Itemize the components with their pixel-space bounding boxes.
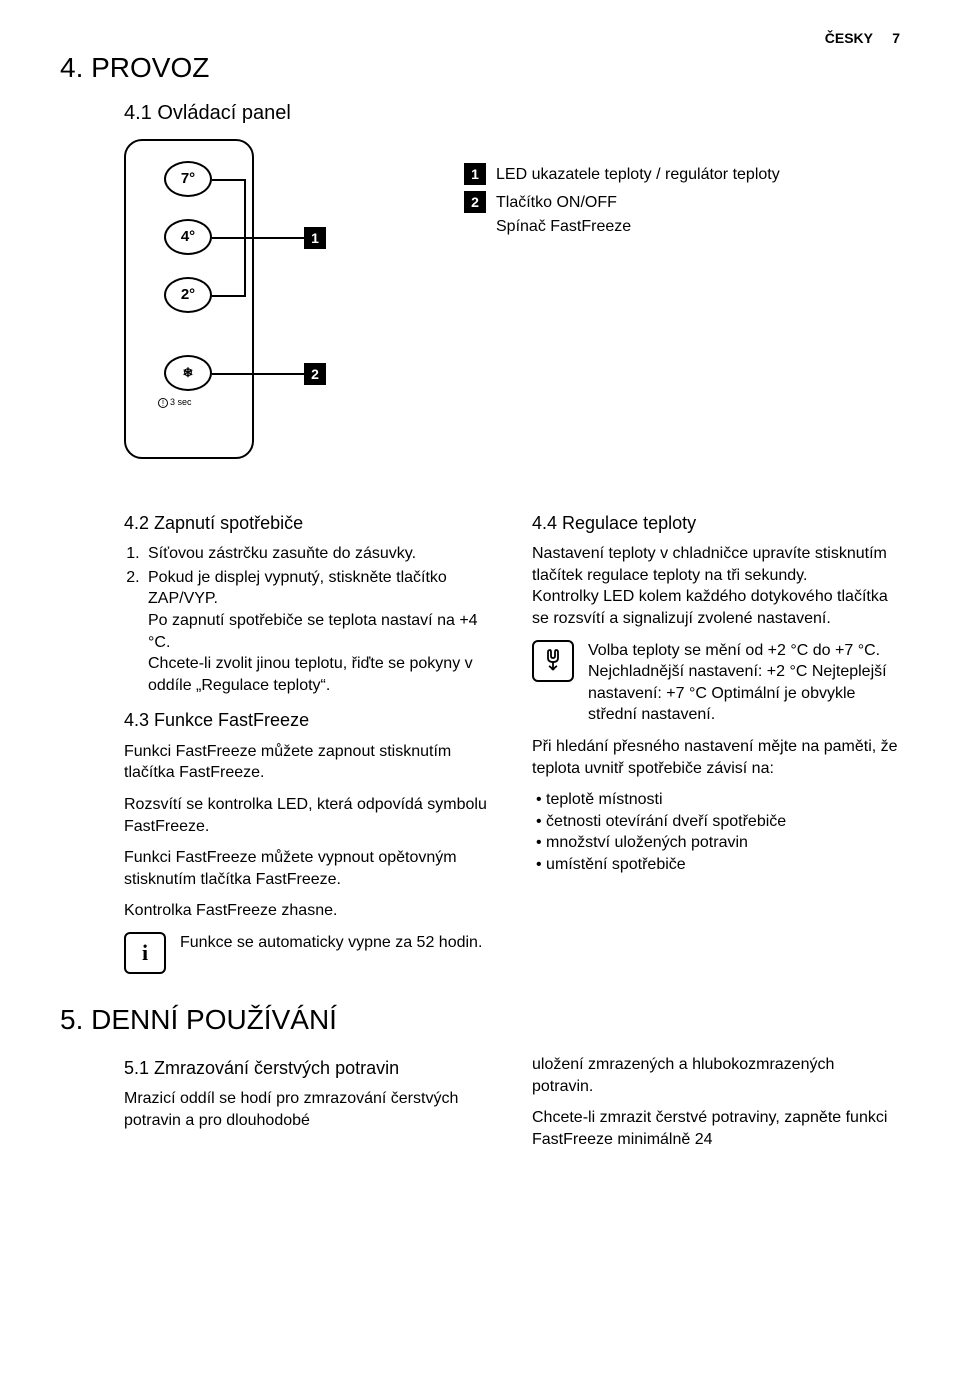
reg-li3: množství uložených potravin bbox=[536, 832, 900, 854]
s5-p3: Chcete-li zmrazit čerstvé potraviny, zap… bbox=[532, 1107, 900, 1150]
section-4-4-title: 4.4 Regulace teploty bbox=[532, 511, 900, 535]
reg-li1: teplotě místnosti bbox=[536, 789, 900, 811]
temp-button-7: 7° bbox=[164, 161, 212, 197]
section-4-1-title: 4.1 Ovládací panel bbox=[124, 102, 900, 125]
step-2: Pokud je displej vypnutý, stiskněte tlač… bbox=[144, 567, 492, 697]
hold-3sec-label: !3 sec bbox=[158, 397, 192, 408]
ff-p2: Rozsvítí se kontrolka LED, která odpovíd… bbox=[124, 794, 492, 837]
callout-1: 1 bbox=[304, 227, 326, 249]
reg-li4: umístění spotřebiče bbox=[536, 854, 900, 876]
lang-label: ČESKY bbox=[825, 30, 873, 46]
temp-button-2: 2° bbox=[164, 277, 212, 313]
ff-p3: Funkci FastFreeze můžete vypnout opětovn… bbox=[124, 847, 492, 890]
reg-p2: Při hledání přesného nastavení mějte na … bbox=[532, 736, 900, 779]
legend-num-2: 2 bbox=[464, 191, 486, 213]
s5-p2: uložení zmrazených a hlubokozmrazených p… bbox=[532, 1054, 900, 1097]
ff-p1: Funkci FastFreeze můžete zapnout stisknu… bbox=[124, 741, 492, 784]
temp-button-4: 4° bbox=[164, 219, 212, 255]
left-column: 4.2 Zapnutí spotřebiče Síťovou zástrčku … bbox=[124, 509, 492, 984]
section-4-title: 4. PROVOZ bbox=[60, 52, 900, 84]
panel-legend: 1 LED ukazatele teploty / regulátor tepl… bbox=[464, 139, 780, 243]
panel-diagram: 7° 4° 2° ❄ !3 sec 1 2 bbox=[124, 139, 344, 469]
legend-text-2a: Tlačítko ON/OFF bbox=[496, 194, 617, 211]
page-number: 7 bbox=[892, 30, 900, 46]
legend-text-2b: Spínač FastFreeze bbox=[496, 218, 631, 235]
legend-text-1: LED ukazatele teploty / regulátor teplot… bbox=[496, 163, 780, 187]
ff-p4: Kontrolka FastFreeze zhasne. bbox=[124, 900, 492, 922]
section-5-1-title: 5.1 Zmrazování čerstvých potravin bbox=[124, 1056, 492, 1080]
section-5-title: 5. DENNÍ POUŽÍVÁNÍ bbox=[60, 1004, 900, 1036]
page-header: ČESKY 7 bbox=[60, 30, 900, 46]
section-4-2-title: 4.2 Zapnutí spotřebiče bbox=[124, 511, 492, 535]
reg-tip: Volba teploty se mění od +2 °C do +7 °C.… bbox=[588, 640, 900, 726]
step-1: Síťovou zástrčku zasuňte do zásuvky. bbox=[144, 543, 492, 565]
right-column: 4.4 Regulace teploty Nastavení teploty v… bbox=[532, 509, 900, 984]
left-column-5: 5.1 Zmrazování čerstvých potravin Mrazic… bbox=[124, 1054, 492, 1160]
legend-num-1: 1 bbox=[464, 163, 486, 185]
ff-info: Funkce se automaticky vypne za 52 hodin. bbox=[180, 932, 482, 954]
section-4-3-title: 4.3 Funkce FastFreeze bbox=[124, 708, 492, 732]
reg-p1: Nastavení teploty v chladničce upravíte … bbox=[532, 543, 900, 629]
s5-p1: Mrazicí oddíl se hodí pro zmrazování čer… bbox=[124, 1088, 492, 1131]
control-panel-figure: 7° 4° 2° ❄ !3 sec 1 2 1 LED ukazatele te… bbox=[124, 139, 900, 469]
info-icon: i bbox=[124, 932, 166, 974]
callout-2: 2 bbox=[304, 363, 326, 385]
right-column-5: uložení zmrazených a hlubokozmrazených p… bbox=[532, 1054, 900, 1160]
reg-li2: četnosti otevírání dveří spotřebiče bbox=[536, 811, 900, 833]
tulip-icon bbox=[532, 640, 574, 682]
fastfreeze-button: ❄ bbox=[164, 355, 212, 391]
